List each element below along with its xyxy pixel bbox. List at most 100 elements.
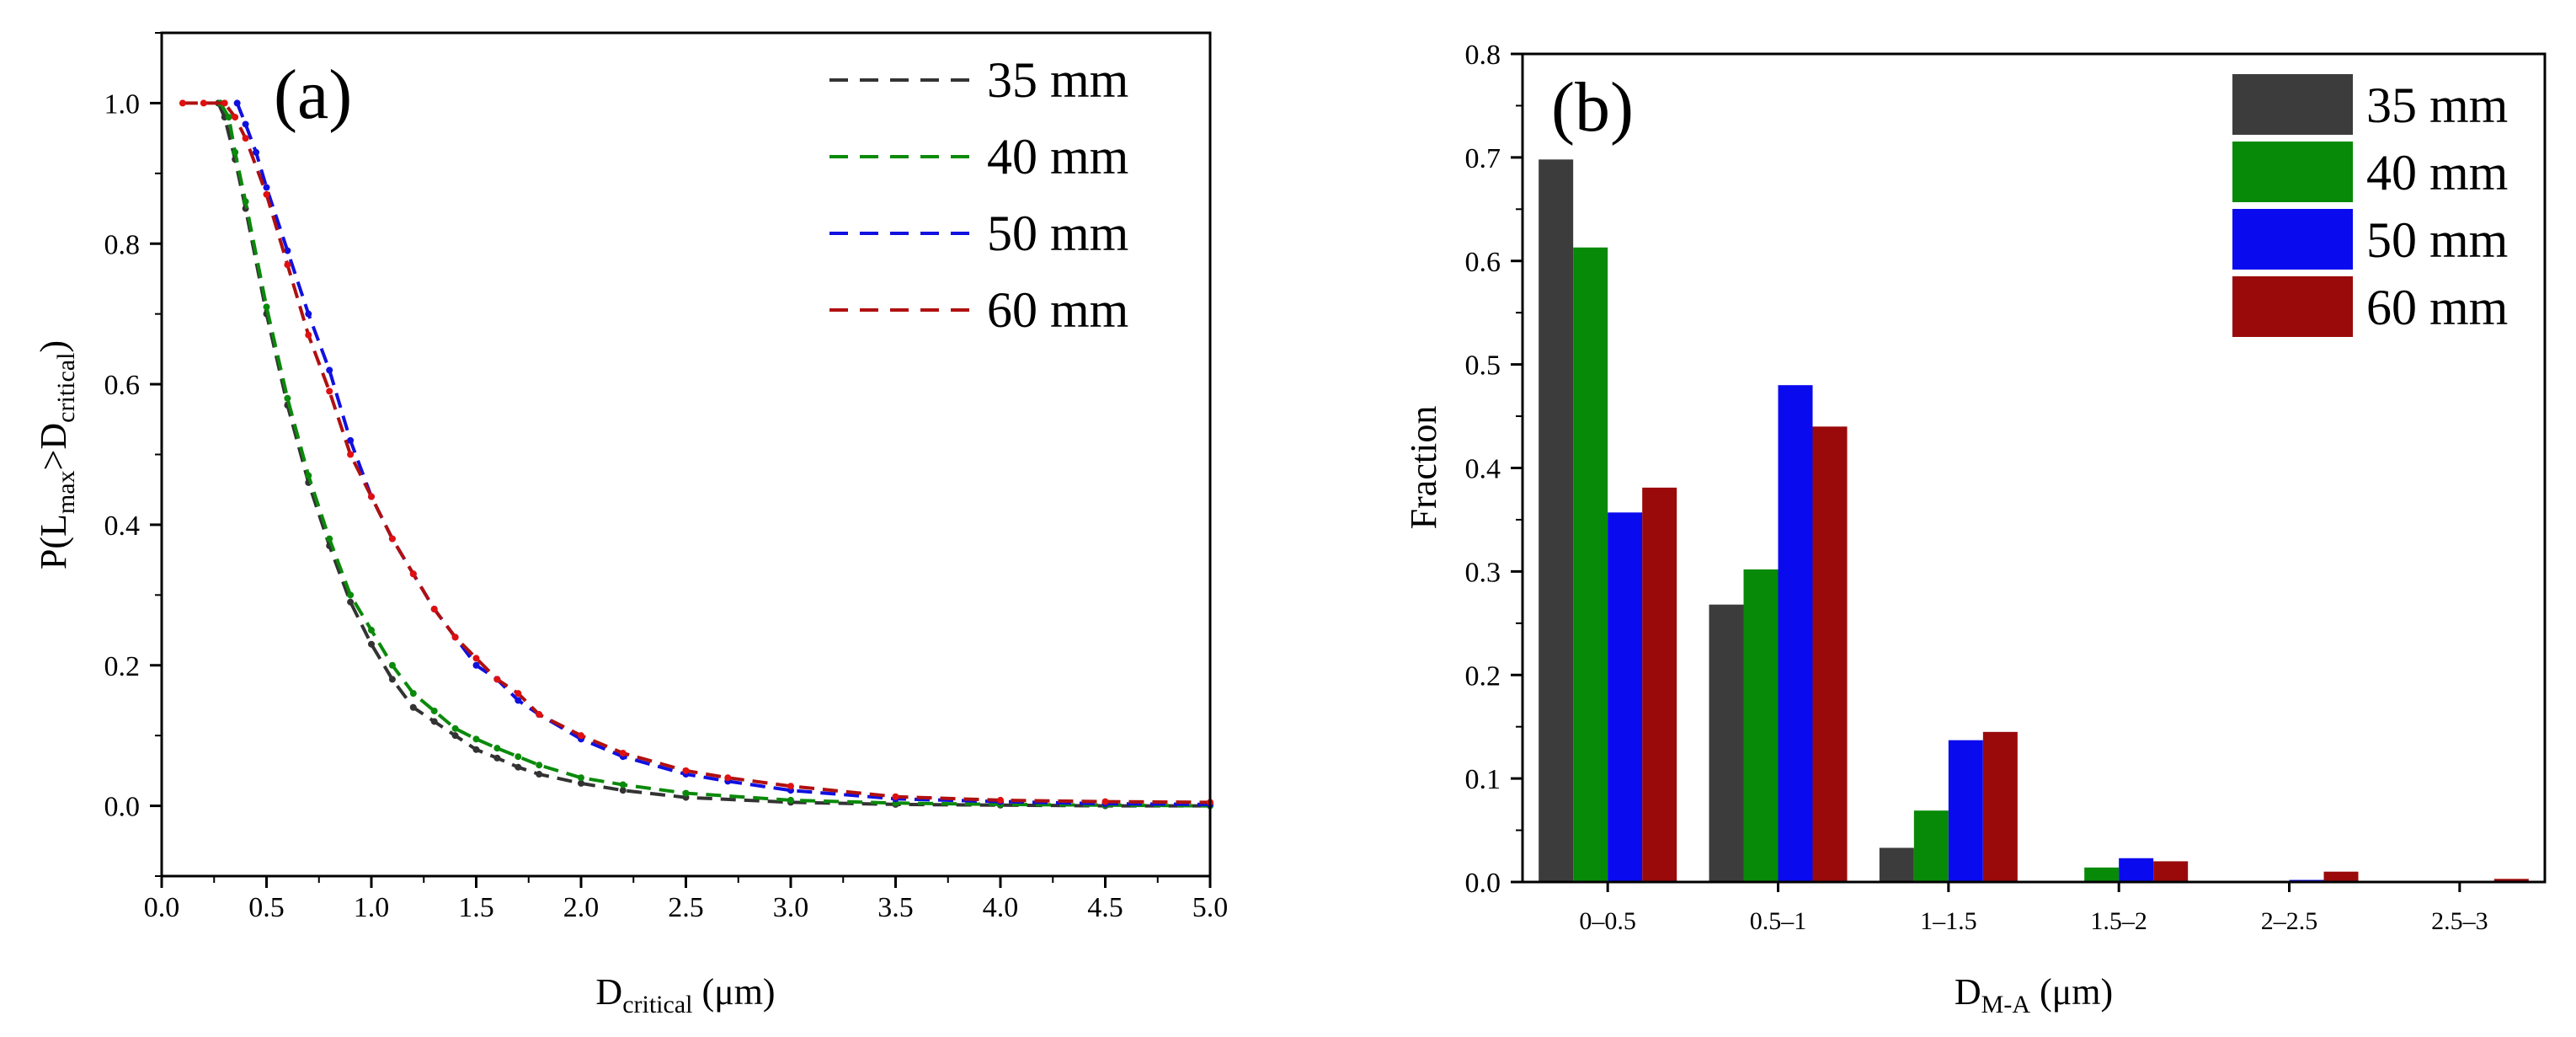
panel-a-point-60-mm — [451, 633, 459, 641]
panel-b-bar-35-mm — [1539, 159, 1574, 882]
panel-a-point-40-mm — [493, 745, 501, 752]
panel-a-x-tick-label: 0.0 — [144, 892, 180, 923]
panel-a-point-35-mm — [619, 787, 627, 794]
panel-a-point-50-mm — [253, 148, 260, 156]
panel-b-y-tick-label: 0.1 — [1465, 764, 1501, 795]
panel-b-legend-label: 50 mm — [2366, 212, 2508, 268]
panel-b-y-tick-label: 0.3 — [1465, 557, 1501, 588]
panel-a-y-tick-label: 1.0 — [104, 88, 141, 120]
panel-a-point-40-mm — [284, 394, 291, 402]
panel-a-point-50-mm — [284, 247, 291, 254]
panel-b-legend-swatch — [2232, 74, 2353, 135]
panel-a-point-40-mm — [409, 690, 417, 698]
panel-b-category-label: 2.5–3 — [2431, 907, 2488, 935]
panel-a-tag: (a) — [274, 56, 352, 134]
panel-a-y-tick-label: 0.8 — [104, 229, 141, 260]
panel-a-series — [179, 99, 1213, 810]
panel-b-bar-60-mm — [2323, 871, 2359, 882]
panel-b-category-label: 1–1.5 — [1920, 907, 1977, 935]
panel-b-bar-50-mm — [1608, 512, 1643, 882]
panel-a-point-40-mm — [472, 735, 480, 743]
panel-a-point-60-mm — [221, 99, 228, 107]
panel-a-line-chart: 0.0 0.5 1.0 1.5 2.0 2.5 3.0 3.5 4.0 4.5 5.0 0.0 0.2 0… — [33, 31, 1228, 1018]
panel-a-point-40-mm — [619, 781, 627, 788]
panel-b-category-label: 0–0.5 — [1579, 907, 1636, 935]
panel-a-y-tick-label: 0.4 — [104, 510, 141, 542]
panel-a-point-50-mm — [233, 99, 241, 107]
panel-a-frame — [160, 31, 1212, 878]
panel-a-series-line-35-mm — [216, 102, 1210, 808]
panel-a-x-tick-label: 1.0 — [354, 892, 390, 923]
panel-a-x-axis-label: Dcritical (μm) — [595, 971, 775, 1018]
panel-a-point-60-mm — [368, 493, 375, 500]
panel-b-bar-60-mm — [2153, 861, 2189, 882]
panel-a-series-line-40-mm — [219, 102, 1211, 808]
panel-a-point-60-mm — [1101, 798, 1109, 805]
panel-b-bar-40-mm — [2084, 867, 2120, 882]
panel-b-category-label: 1.5–2 — [2090, 907, 2147, 935]
panel-a-point-35-mm — [536, 771, 543, 778]
panel-a-point-35-mm — [451, 732, 459, 740]
panel-a-y-tick-label: 0.0 — [104, 792, 141, 823]
panel-a-point-60-mm — [263, 190, 270, 198]
panel-b-bars — [1539, 159, 2529, 883]
panel-a-point-35-mm — [409, 703, 417, 711]
panel-a-x-tick-label: 2.0 — [563, 892, 600, 923]
panel-b-y-tick-label: 0.2 — [1465, 660, 1501, 692]
panel-a-y-axis-label: P(Lmax>Dcritical) — [33, 340, 80, 569]
panel-a-point-35-mm — [493, 754, 501, 762]
panel-b-bar-50-mm — [1948, 740, 1983, 882]
panel-a-point-50-mm — [305, 310, 312, 318]
panel-a-point-60-mm — [997, 796, 1004, 804]
panel-b-x-axis-label: DM-A (μm) — [1955, 971, 2113, 1018]
panel-a-point-40-mm — [536, 762, 543, 769]
panel-a-x-tick-label: 0.5 — [248, 892, 285, 923]
panel-a-point-50-mm — [347, 436, 355, 444]
panel-a-point-40-mm — [430, 707, 438, 714]
panel-b-legend-label: 35 mm — [2366, 78, 2508, 133]
panel-a-point-35-mm — [472, 746, 480, 753]
panel-a-point-40-mm — [232, 148, 239, 156]
panel-a-point-35-mm — [388, 676, 396, 683]
panel-a-point-60-mm — [493, 676, 501, 683]
panel-a-point-35-mm — [368, 640, 375, 648]
panel-a-point-60-mm — [892, 793, 899, 800]
panel-b-bar-35-mm — [1709, 604, 1744, 882]
panel-a-point-40-mm — [682, 789, 690, 797]
panel-a-legend: 35 mm 40 mm 50 mm 60 mm — [829, 52, 1128, 338]
panel-b-y-tick-label: 0.5 — [1465, 350, 1501, 382]
panel-a-point-60-mm — [682, 767, 690, 774]
panel-a-point-60-mm — [347, 451, 355, 458]
panel-b-category-label: 0.5–1 — [1750, 907, 1807, 935]
panel-b-bar-60-mm — [1812, 426, 1848, 883]
panel-a-point-35-mm — [347, 598, 355, 606]
panel-b-bar-60-mm — [1982, 731, 2018, 882]
panel-b-bar-40-mm — [1743, 569, 1779, 882]
panel-b-frame — [1521, 52, 2547, 884]
panel-a-point-40-mm — [578, 774, 584, 782]
panel-a-legend-label: 60 mm — [987, 282, 1128, 338]
panel-a-point-60-mm — [430, 606, 438, 613]
panel-a-point-35-mm — [430, 718, 438, 725]
panel-a-point-60-mm — [179, 99, 186, 107]
panel-b-bar-60-mm — [2493, 879, 2529, 882]
panel-b-legend-swatch — [2232, 276, 2353, 337]
panel-b-tag: (b) — [1551, 68, 1634, 147]
panel-a-point-60-mm — [284, 261, 291, 269]
panel-a-point-50-mm — [263, 184, 270, 191]
panel-b-bar-50-mm — [2119, 858, 2154, 882]
panel-a-point-40-mm — [242, 198, 249, 206]
panel-a-point-40-mm — [515, 753, 522, 761]
panel-a-axes: 0.0 0.5 1.0 1.5 2.0 2.5 3.0 3.5 4.0 4.5 5.0 0.0 0.2 0… — [104, 32, 1228, 923]
panel-a-point-50-mm — [242, 120, 249, 128]
panel-b-legend: 35 mm 40 mm 50 mm 60 mm — [2232, 74, 2508, 337]
panel-a-point-60-mm — [619, 750, 627, 757]
panel-a-point-60-mm — [242, 135, 249, 142]
panel-a-x-tick-label: 4.0 — [983, 892, 1019, 923]
panel-a-point-60-mm — [388, 535, 396, 543]
panel-a-point-50-mm — [326, 366, 333, 374]
panel-a-point-40-mm — [787, 796, 794, 804]
panel-a-y-tick-label: 0.2 — [104, 651, 141, 682]
panel-b-y-axis-label: Fraction — [1403, 406, 1444, 530]
